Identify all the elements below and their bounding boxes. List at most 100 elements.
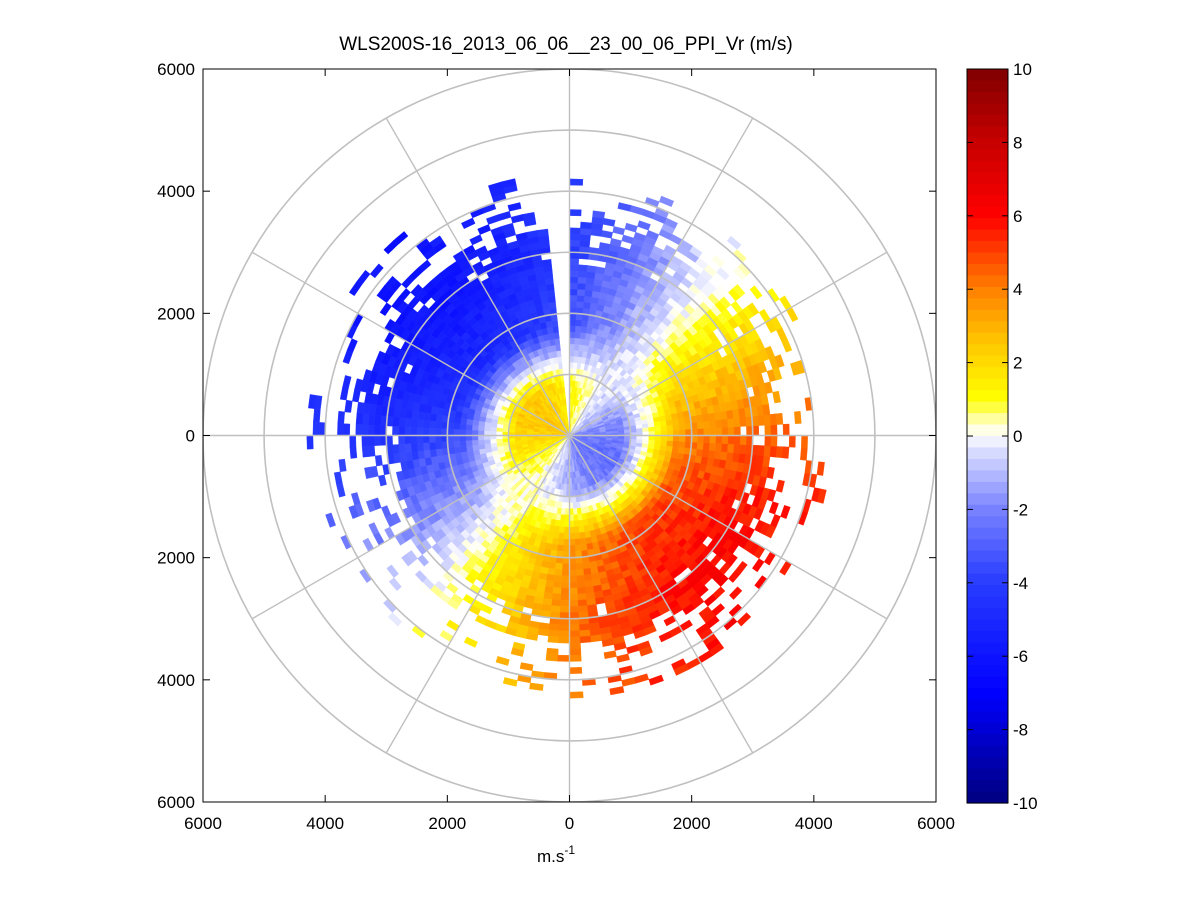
velocity-cell (569, 343, 575, 351)
velocity-cell (574, 538, 582, 546)
colorbar-swatch (967, 206, 1008, 219)
velocity-cell (770, 435, 778, 447)
velocity-cell (762, 403, 771, 416)
velocity-cell (757, 445, 765, 457)
colorbar-tick-label: 2 (1013, 354, 1022, 373)
velocity-cell (576, 568, 585, 577)
colorbar-swatch (967, 80, 1008, 93)
velocity-cell (579, 623, 591, 631)
velocity-cell (696, 421, 704, 430)
velocity-cell (569, 587, 579, 595)
velocity-cell (569, 599, 579, 607)
colorbar-tick-label: -2 (1013, 500, 1028, 519)
velocity-cell (702, 442, 711, 451)
velocity-cell (671, 446, 680, 453)
velocity-cell (374, 414, 382, 426)
velocity-cell (490, 422, 498, 429)
velocity-cell (573, 343, 580, 351)
colorbar-swatch (967, 436, 1008, 449)
velocity-cell (654, 435, 662, 441)
velocity-cell (672, 429, 680, 436)
velocity-cell (576, 356, 583, 364)
velocity-cell (386, 435, 393, 446)
colorbar-swatch (967, 539, 1008, 552)
velocity-cell (563, 483, 568, 491)
velocity-cell (434, 428, 442, 436)
colorbar-tick-label: 0 (1013, 427, 1022, 446)
velocity-cell (569, 264, 579, 272)
velocity-cell (575, 544, 582, 552)
velocity-cell (306, 435, 314, 450)
velocity-cell (721, 418, 729, 428)
velocity-cell (477, 425, 485, 432)
velocity-cell (548, 301, 557, 310)
velocity-cells (306, 178, 827, 699)
velocity-cell (578, 338, 586, 346)
y-tick-label: 4000 (157, 671, 195, 690)
velocity-cell (576, 282, 586, 290)
velocity-cell (582, 561, 591, 570)
velocity-cell (727, 426, 735, 436)
velocity-cell (548, 561, 557, 570)
velocity-cell (560, 514, 566, 522)
velocity-cell (561, 502, 567, 509)
velocity-cell (459, 418, 468, 425)
velocity-cell (550, 605, 561, 613)
velocity-cell (553, 574, 563, 583)
velocity-cell (477, 430, 485, 436)
velocity-cell (727, 443, 735, 453)
velocity-cell (428, 427, 436, 436)
velocity-cell (579, 331, 586, 340)
colorbar-tick-label: -4 (1013, 574, 1028, 593)
velocity-cell (577, 587, 587, 595)
colorbar-swatch (967, 608, 1008, 621)
velocity-cell (775, 446, 784, 459)
y-tick-label: 6000 (157, 793, 195, 812)
velocity-cell (552, 537, 559, 546)
velocity-cell (361, 445, 370, 458)
velocity-cell (697, 435, 705, 443)
velocity-cell (580, 319, 588, 328)
velocity-cell (422, 419, 431, 429)
velocity-cell (727, 418, 735, 428)
velocity-cell (559, 606, 570, 613)
velocity-cell (398, 417, 406, 428)
velocity-cell (558, 630, 570, 638)
velocity-cell (583, 289, 593, 297)
velocity-cell (556, 507, 563, 515)
velocity-cell (666, 424, 674, 431)
velocity-cell (577, 276, 587, 284)
velocity-cell (762, 455, 771, 468)
velocity-cell (411, 451, 419, 461)
colorbar-swatch (967, 562, 1008, 575)
velocity-cell (569, 270, 579, 278)
velocity-cell (367, 435, 375, 447)
velocity-cell (585, 586, 595, 594)
velocity-cell (585, 277, 595, 285)
velocity-cell (569, 569, 578, 577)
velocity-cell (569, 648, 582, 656)
velocity-cell (574, 526, 580, 534)
velocity-cell (715, 442, 723, 452)
velocity-cell (564, 526, 570, 534)
velocity-cell (545, 653, 559, 662)
velocity-cell (569, 325, 576, 333)
colorbar-swatch (967, 355, 1008, 368)
velocity-cell (428, 435, 436, 444)
colorbar-swatch (967, 172, 1008, 185)
x-tick-label: 4000 (795, 814, 833, 833)
velocity-cell (563, 538, 570, 546)
velocity-cell (544, 277, 554, 285)
velocity-cell (733, 435, 741, 445)
velocity-cell (471, 440, 479, 446)
velocity-cell (337, 410, 345, 424)
velocity-cell (459, 435, 467, 442)
velocity-cell (571, 380, 576, 388)
velocity-cell (465, 419, 474, 426)
velocity-cell (708, 419, 717, 429)
velocity-cell (715, 427, 723, 436)
velocity-cell (654, 439, 662, 446)
velocity-cell (416, 442, 424, 452)
x-tick-label: 6000 (917, 814, 955, 833)
velocity-cell (569, 282, 578, 290)
